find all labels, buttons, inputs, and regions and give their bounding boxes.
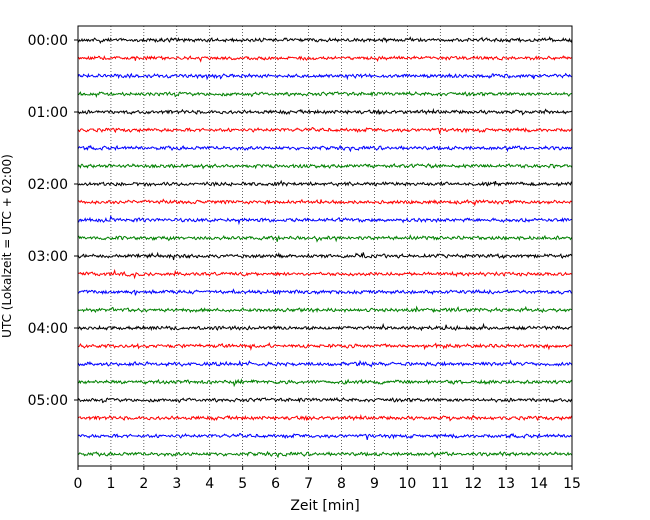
x-tick-label-15: 15 [563,476,581,492]
trace-0145 [77,163,573,170]
x-tick-label-13: 13 [497,476,515,492]
trace-0215 [77,198,573,207]
y-tick-label-3: 03:00 [28,249,68,265]
trace-0245 [77,234,573,243]
x-tick-label-10: 10 [398,476,416,492]
trace-0015 [77,55,573,63]
trace-0200 [77,179,573,188]
x-axis-label: Zeit [min] [290,498,359,514]
plot-frame [77,25,573,467]
x-tick-label-7: 7 [304,476,313,492]
x-tick-label-2: 2 [139,476,148,492]
x-tick-label-14: 14 [530,476,548,492]
x-tick-label-1: 1 [106,476,115,492]
y-tick-label-0: 00:00 [28,33,68,49]
trace-0300 [77,251,573,261]
trace-0100 [77,107,573,116]
trace-0115 [77,126,573,135]
x-tick-label-5: 5 [238,476,247,492]
trace-0130 [77,144,573,153]
x-tick-label-11: 11 [431,476,449,492]
x-tick-label-0: 0 [74,476,83,492]
y-tick-label-4: 04:00 [28,321,68,337]
trace-0415 [77,342,573,351]
y-tick-label-2: 02:00 [28,177,68,193]
trace-0345 [77,305,573,314]
grid-lines [110,26,540,466]
trace-0500 [77,396,573,404]
y-tick-label-5: 05:00 [28,393,68,409]
plot-background [78,26,572,466]
x-tick-label-6: 6 [271,476,280,492]
trace-0030 [77,72,573,81]
trace-0400 [77,322,573,332]
trace-0330 [77,288,573,296]
trace-0515 [77,413,573,422]
x-ticks: 0 1 2 3 4 5 6 7 8 9 10 11 12 13 14 15 [74,466,581,492]
traces [77,36,573,459]
trace-0545 [77,450,573,459]
x-tick-label-8: 8 [337,476,346,492]
trace-0315 [77,268,573,280]
x-tick-label-12: 12 [464,476,482,492]
trace-0430 [77,359,573,368]
y-tick-label-1: 01:00 [28,105,68,121]
trace-0000 [77,36,573,45]
x-tick-label-4: 4 [205,476,214,492]
trace-0230 [77,215,573,226]
trace-0045 [77,90,573,98]
trace-0530 [77,432,573,441]
x-tick-label-3: 3 [172,476,181,492]
y-axis-label: UTC (Lokalzeit = UTC + 02:00) [0,154,14,338]
x-tick-label-9: 9 [370,476,379,492]
y-ticks: 00:00 01:00 02:00 03:00 04:00 05:00 [28,33,78,409]
trace-0445 [77,378,573,388]
